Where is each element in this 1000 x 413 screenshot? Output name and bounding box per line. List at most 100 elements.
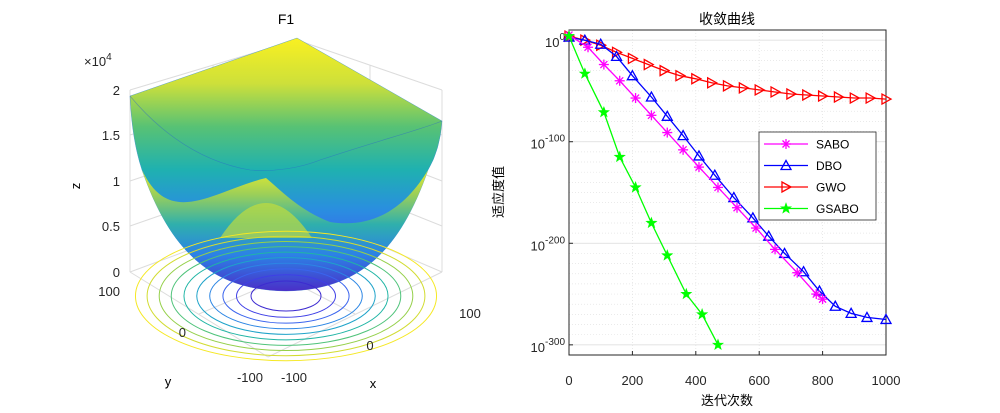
data-point xyxy=(708,168,721,180)
legend-label: GSABO xyxy=(816,202,859,216)
data-point xyxy=(813,284,826,296)
data-point xyxy=(802,88,814,102)
x-tick-label: 1000 xyxy=(872,373,901,388)
data-point xyxy=(833,90,845,104)
y-ticks: 100 10-100 10-200 10-300 xyxy=(531,32,573,355)
z-tick-label: 0 xyxy=(113,265,120,280)
data-point xyxy=(562,29,576,42)
x-tick-label: 800 xyxy=(812,373,834,388)
series-line xyxy=(568,35,719,346)
data-point xyxy=(691,72,703,85)
data-point xyxy=(792,267,803,278)
legend: SABO DBO GWO GSABO xyxy=(758,131,877,221)
data-point xyxy=(645,90,658,102)
z-tick-label: 2 xyxy=(113,83,120,98)
data-point xyxy=(881,92,893,106)
z-tick-label: 0.5 xyxy=(102,219,120,234)
axes-box xyxy=(568,29,887,356)
data-point xyxy=(610,50,623,62)
data-point xyxy=(727,191,740,203)
data-point xyxy=(811,289,822,300)
legend-item-dbo: DBO xyxy=(764,159,842,173)
data-point xyxy=(754,83,766,97)
contour-ring xyxy=(183,251,389,341)
data-point xyxy=(778,247,791,259)
data-point xyxy=(817,294,828,305)
series-gsabo xyxy=(562,29,725,351)
data-point xyxy=(849,91,861,105)
data-point xyxy=(779,159,793,171)
x-axis: -100 0 100 x xyxy=(281,306,481,391)
z-axis: 0 0.5 1 1.5 2 ×104 z xyxy=(68,52,120,280)
x-tick-label: 100 xyxy=(459,306,481,321)
legend-item-gwo: GWO xyxy=(764,181,846,195)
data-point xyxy=(677,129,690,141)
y-tick-label: 10-200 xyxy=(531,235,566,253)
series-line xyxy=(568,35,887,100)
legend-item-gsabo: GSABO xyxy=(764,202,859,216)
contour-ring xyxy=(134,230,438,362)
data-point xyxy=(629,181,642,193)
data-point xyxy=(675,69,687,82)
x-tick-label: 0 xyxy=(366,338,373,353)
legend-label: GWO xyxy=(816,181,846,195)
data-point xyxy=(692,149,706,161)
series-line xyxy=(568,36,887,321)
legend-box xyxy=(758,131,877,221)
y-tick-label: 100 xyxy=(545,32,565,50)
contour-ring xyxy=(209,262,363,330)
data-point xyxy=(662,127,673,138)
surface xyxy=(129,37,443,292)
data-point xyxy=(779,202,793,214)
data-point xyxy=(865,91,877,105)
data-point xyxy=(707,76,718,89)
contour-ring xyxy=(236,274,336,318)
y-tick-label: 10-300 xyxy=(531,337,566,355)
series-dbo xyxy=(562,30,893,325)
data-point xyxy=(611,46,623,59)
data-point xyxy=(781,139,791,149)
data-point xyxy=(680,287,693,300)
y-axis-label: y xyxy=(165,374,172,389)
y-tick-label: -100 xyxy=(237,370,263,385)
data-point xyxy=(580,34,592,47)
y-tick-label: 100 xyxy=(98,284,120,299)
data-point xyxy=(597,105,610,118)
contour-rings xyxy=(134,230,438,362)
data-point xyxy=(845,307,858,319)
data-point xyxy=(786,87,798,101)
data-point xyxy=(860,311,874,323)
y-axis-label: 适应度值 xyxy=(491,166,507,218)
data-point xyxy=(645,216,658,229)
x-tick-label: 600 xyxy=(748,373,770,388)
data-point xyxy=(722,79,734,92)
x-tick-label: -100 xyxy=(281,370,307,385)
data-point xyxy=(661,249,674,261)
z-exponent: ×104 xyxy=(84,52,112,69)
x-ticks: 0 200 400 600 800 1000 xyxy=(565,351,900,388)
data-point xyxy=(751,223,762,234)
data-point xyxy=(598,59,609,70)
surface-title: F1 xyxy=(278,11,295,27)
x-tick-label: 400 xyxy=(685,373,707,388)
data-point xyxy=(643,58,655,71)
data-point xyxy=(646,110,657,121)
legend-label: DBO xyxy=(816,159,842,173)
data-point xyxy=(797,265,810,277)
data-point xyxy=(738,81,750,94)
contour-ring xyxy=(158,240,414,352)
y-axis: 100 0 -100 y xyxy=(98,284,263,389)
x-axis-label: x xyxy=(370,376,377,391)
data-point xyxy=(678,144,689,155)
data-point xyxy=(770,85,782,99)
z-tick-label: 1 xyxy=(113,174,120,189)
data-point xyxy=(879,313,893,325)
z-axis-label: z xyxy=(68,183,83,190)
data-point xyxy=(659,64,671,77)
data-point xyxy=(594,37,607,49)
convergence-title: 收敛曲线 xyxy=(699,12,755,28)
data-point xyxy=(661,109,674,121)
data-point xyxy=(578,67,591,79)
legend-item-sabo: SABO xyxy=(764,138,849,152)
series-layer xyxy=(562,29,893,351)
